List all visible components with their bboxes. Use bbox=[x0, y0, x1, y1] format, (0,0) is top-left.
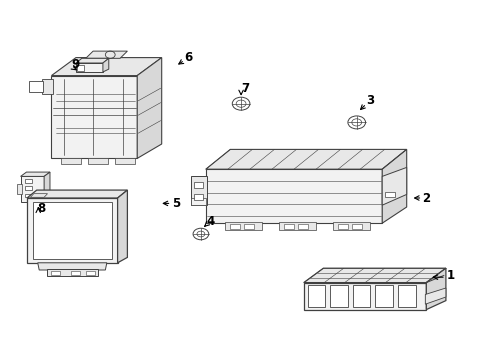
Polygon shape bbox=[51, 58, 162, 76]
Polygon shape bbox=[191, 176, 207, 205]
Text: 7: 7 bbox=[241, 82, 249, 95]
Polygon shape bbox=[29, 81, 43, 92]
Polygon shape bbox=[61, 158, 81, 164]
Polygon shape bbox=[118, 190, 127, 263]
Text: 9: 9 bbox=[72, 58, 80, 71]
Polygon shape bbox=[76, 63, 103, 72]
Polygon shape bbox=[194, 194, 203, 200]
Polygon shape bbox=[137, 58, 162, 158]
Polygon shape bbox=[382, 167, 407, 205]
Polygon shape bbox=[17, 184, 22, 194]
Polygon shape bbox=[86, 271, 95, 275]
Polygon shape bbox=[115, 158, 135, 164]
Text: 8: 8 bbox=[38, 202, 46, 215]
Polygon shape bbox=[338, 224, 348, 229]
Polygon shape bbox=[330, 285, 348, 307]
Polygon shape bbox=[308, 285, 325, 307]
Polygon shape bbox=[244, 224, 254, 229]
Polygon shape bbox=[352, 224, 362, 229]
Polygon shape bbox=[51, 76, 137, 158]
Polygon shape bbox=[398, 285, 416, 307]
Polygon shape bbox=[206, 149, 407, 169]
Polygon shape bbox=[76, 58, 109, 63]
Polygon shape bbox=[385, 192, 395, 197]
Polygon shape bbox=[353, 285, 370, 307]
Text: 3: 3 bbox=[366, 94, 374, 107]
Polygon shape bbox=[230, 224, 240, 229]
Polygon shape bbox=[304, 283, 426, 310]
Polygon shape bbox=[51, 271, 60, 275]
Text: 5: 5 bbox=[172, 197, 180, 210]
Polygon shape bbox=[191, 198, 206, 205]
Polygon shape bbox=[375, 285, 393, 307]
Polygon shape bbox=[27, 190, 127, 198]
Polygon shape bbox=[426, 268, 446, 310]
Polygon shape bbox=[333, 222, 370, 230]
Polygon shape bbox=[206, 169, 382, 223]
Polygon shape bbox=[42, 79, 53, 94]
Polygon shape bbox=[47, 269, 98, 276]
Polygon shape bbox=[304, 268, 446, 283]
Polygon shape bbox=[88, 158, 108, 164]
Polygon shape bbox=[33, 202, 112, 259]
Polygon shape bbox=[77, 65, 84, 71]
Polygon shape bbox=[24, 179, 32, 183]
Polygon shape bbox=[284, 224, 294, 229]
Polygon shape bbox=[24, 194, 32, 197]
Polygon shape bbox=[103, 58, 109, 72]
Polygon shape bbox=[194, 182, 203, 188]
Polygon shape bbox=[30, 194, 48, 197]
Polygon shape bbox=[21, 176, 44, 202]
Polygon shape bbox=[44, 172, 50, 202]
Polygon shape bbox=[71, 271, 80, 275]
Text: 1: 1 bbox=[447, 269, 455, 282]
Polygon shape bbox=[27, 198, 118, 263]
Polygon shape bbox=[38, 263, 107, 270]
Text: 6: 6 bbox=[185, 51, 193, 64]
Text: 4: 4 bbox=[207, 215, 215, 228]
Polygon shape bbox=[279, 222, 316, 230]
Polygon shape bbox=[225, 222, 262, 230]
Text: 2: 2 bbox=[422, 192, 430, 204]
Polygon shape bbox=[24, 186, 32, 190]
Polygon shape bbox=[86, 51, 127, 58]
Polygon shape bbox=[21, 172, 50, 176]
Polygon shape bbox=[382, 149, 407, 223]
Polygon shape bbox=[425, 288, 446, 304]
Polygon shape bbox=[298, 224, 308, 229]
